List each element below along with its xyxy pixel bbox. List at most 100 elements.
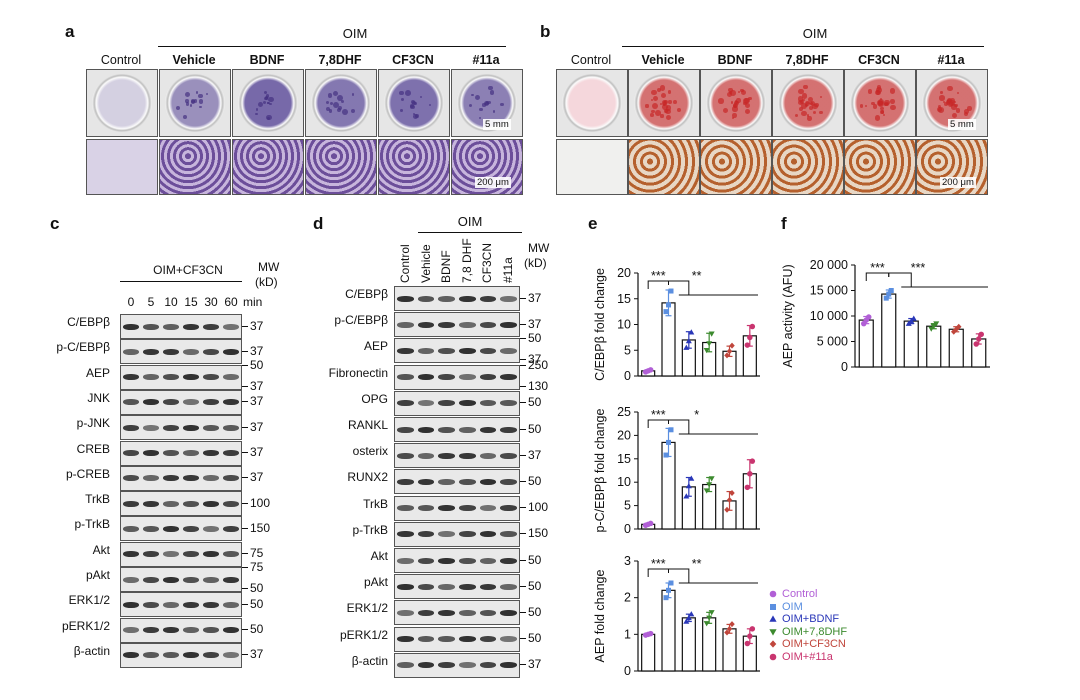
- legend-item: OIM+CF3CN: [768, 638, 846, 650]
- blot-band: [163, 425, 179, 431]
- mw-marker-tick: [242, 567, 248, 568]
- blot-band: [123, 374, 139, 380]
- blot-band: [163, 602, 179, 608]
- blot-band: [480, 636, 497, 642]
- stain-speckle: [677, 108, 681, 112]
- stain-speckle: [191, 99, 195, 103]
- panel-d-row-label: AEP: [300, 339, 388, 353]
- mw-marker-label: 50: [528, 605, 541, 619]
- stain-speckle: [479, 108, 483, 112]
- blot-band: [223, 349, 239, 355]
- panel-a-micrograph: [305, 139, 377, 195]
- panel-a-column-label: CF3CN: [372, 53, 454, 67]
- data-point: [974, 341, 980, 347]
- blot-band: [438, 531, 455, 537]
- panel-b-group-line: [622, 46, 984, 47]
- mw-marker-label: 150: [528, 526, 548, 540]
- chart-e1: 05101520C/EBPβ fold change *** **: [593, 266, 760, 383]
- panel-c-row-label: β-actin: [22, 644, 110, 658]
- blot-band: [459, 322, 476, 328]
- data-point: [931, 324, 937, 329]
- data-point: [704, 621, 710, 626]
- blot-band: [459, 348, 476, 354]
- blot-band: [459, 636, 476, 642]
- panel-d-row-label: p-C/EBPβ: [300, 313, 388, 327]
- panel-b-micrograph: [772, 139, 844, 195]
- panel-d-lane-label: CF3CN: [480, 243, 494, 283]
- stain-speckle: [868, 89, 873, 94]
- legend-marker: [768, 652, 778, 662]
- bar: [859, 320, 873, 367]
- blot-band: [223, 577, 239, 583]
- data-point: [745, 342, 751, 348]
- y-tick-label: 20 000: [810, 258, 848, 272]
- mw-marker-tick: [242, 654, 248, 655]
- legend-marker: [768, 639, 778, 649]
- data-point: [709, 332, 715, 337]
- stain-speckle: [651, 99, 653, 101]
- mw-marker-label: 37: [250, 379, 263, 393]
- panel-d-row-label: OPG: [300, 392, 388, 406]
- panel-c-blot-strip: [120, 466, 242, 491]
- panel-d-blot-strip: [394, 417, 520, 442]
- panel-c-row-label: p-CREB: [22, 467, 110, 481]
- panel-c-time-point: 60: [222, 295, 240, 309]
- panel-label-a: a: [65, 22, 74, 42]
- blot-band: [397, 479, 414, 485]
- stain-speckle: [328, 93, 332, 97]
- blot-band: [397, 558, 414, 564]
- blot-band: [397, 322, 414, 328]
- y-tick-label: 15: [617, 452, 631, 466]
- bar: [882, 294, 896, 367]
- panel-c-row-label: JNK: [22, 391, 110, 405]
- significance-label: *: [694, 408, 699, 422]
- stain-speckle: [199, 106, 201, 108]
- stain-speckle: [668, 100, 671, 103]
- panel-c-mw-header-2: (kD): [255, 275, 278, 289]
- blot-band: [183, 551, 199, 557]
- blot-band: [163, 627, 179, 633]
- stain-speckle: [352, 93, 354, 95]
- blot-band: [438, 505, 455, 511]
- stain-speckle: [668, 90, 672, 94]
- blot-band: [223, 324, 239, 330]
- mw-marker-tick: [242, 351, 248, 352]
- blot-band: [223, 425, 239, 431]
- blot-band: [183, 425, 199, 431]
- data-point: [729, 490, 735, 496]
- bar: [642, 524, 655, 529]
- blot-band: [459, 662, 476, 668]
- bar: [972, 339, 986, 367]
- mw-marker-label: 50: [528, 474, 541, 488]
- stain-speckle: [964, 109, 969, 114]
- data-point: [906, 321, 912, 326]
- blot-band: [163, 526, 179, 532]
- bar: [682, 487, 695, 529]
- blot-band: [203, 374, 219, 380]
- stain-speckle: [400, 109, 403, 112]
- y-tick-label: 5 000: [817, 335, 848, 349]
- blot-band: [183, 450, 199, 456]
- stain-speckle: [351, 109, 355, 113]
- blot-band: [500, 296, 517, 302]
- blot-band: [143, 627, 159, 633]
- stain-speckle: [650, 113, 654, 117]
- panel-d-blot-strip: [394, 496, 520, 521]
- stain-speckle: [493, 110, 495, 112]
- significance-bracket: [669, 281, 689, 295]
- significance-bracket: [648, 420, 668, 428]
- panel-c-time-unit: min: [243, 295, 262, 309]
- mw-marker-label: 37: [250, 394, 263, 408]
- blot-band: [203, 475, 219, 481]
- stain-speckle: [479, 117, 481, 119]
- panel-b-micrograph: [700, 139, 772, 195]
- stain-speckle: [660, 114, 663, 117]
- stain-speckle: [950, 98, 955, 103]
- blot-band: [480, 374, 497, 380]
- stain-speckle: [664, 109, 668, 113]
- stain-speckle: [420, 96, 422, 98]
- data-point: [729, 621, 735, 627]
- panel-b-micrograph: [628, 139, 700, 195]
- data-point: [648, 367, 654, 373]
- legend-label: OIM+#11a: [782, 651, 833, 663]
